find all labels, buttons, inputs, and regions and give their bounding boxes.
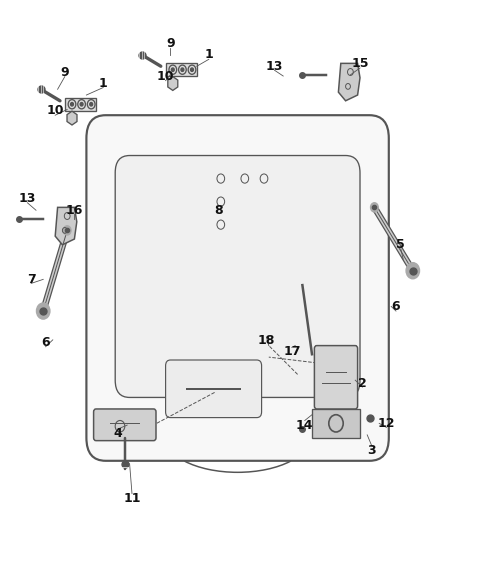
Text: 10: 10 — [47, 104, 64, 117]
Bar — [166, 63, 197, 76]
Circle shape — [80, 103, 83, 106]
FancyBboxPatch shape — [314, 346, 358, 409]
Circle shape — [71, 103, 73, 106]
Circle shape — [191, 68, 193, 71]
Text: 16: 16 — [66, 204, 83, 217]
Text: 2: 2 — [358, 377, 367, 389]
Text: 13: 13 — [19, 192, 36, 205]
FancyBboxPatch shape — [86, 115, 389, 461]
Text: 9: 9 — [60, 66, 69, 78]
Text: 18: 18 — [258, 335, 275, 347]
Text: 12: 12 — [378, 417, 395, 430]
Text: 15: 15 — [351, 57, 369, 70]
FancyBboxPatch shape — [94, 409, 156, 441]
PathPatch shape — [338, 63, 360, 101]
Text: 11: 11 — [123, 492, 141, 505]
Text: 13: 13 — [266, 60, 283, 73]
Text: 10: 10 — [157, 70, 174, 82]
Text: 4: 4 — [113, 427, 122, 440]
Text: 17: 17 — [283, 345, 300, 358]
Circle shape — [90, 103, 93, 106]
Circle shape — [371, 203, 378, 212]
Text: 1: 1 — [204, 48, 213, 61]
Bar — [312, 409, 360, 438]
Text: 9: 9 — [166, 37, 175, 50]
Text: 1: 1 — [99, 77, 108, 90]
Text: 7: 7 — [27, 273, 36, 286]
Bar — [65, 98, 96, 111]
Circle shape — [63, 226, 71, 235]
Circle shape — [171, 68, 174, 71]
Text: 14: 14 — [296, 419, 313, 431]
Circle shape — [36, 303, 50, 319]
Text: 6: 6 — [392, 300, 400, 313]
FancyBboxPatch shape — [166, 360, 262, 418]
FancyBboxPatch shape — [115, 156, 360, 397]
Text: 8: 8 — [214, 204, 223, 217]
Circle shape — [406, 263, 420, 279]
Text: 3: 3 — [368, 444, 376, 457]
PathPatch shape — [55, 207, 77, 245]
Circle shape — [181, 68, 184, 71]
Text: 5: 5 — [396, 238, 405, 251]
Text: 6: 6 — [41, 336, 50, 349]
